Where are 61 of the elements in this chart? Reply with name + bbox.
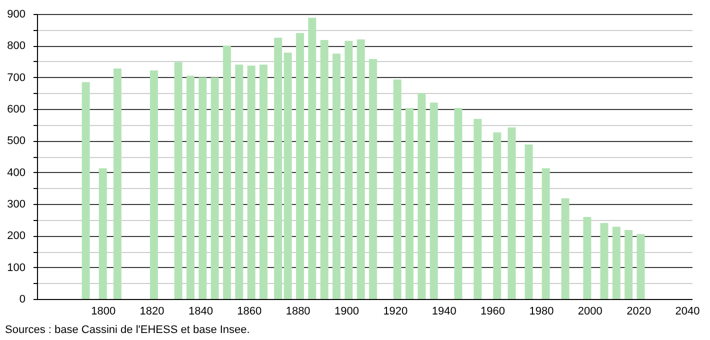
bar (524, 144, 533, 299)
x-tick-label: 1980 (529, 306, 554, 318)
bar (356, 39, 365, 299)
x-tick-label: 2020 (626, 306, 652, 318)
bar (82, 82, 90, 299)
bar (636, 234, 645, 299)
y-tick-label: 900 (7, 8, 26, 20)
x-tick-label: 1960 (480, 306, 506, 318)
y-tick-label: 800 (7, 40, 26, 52)
y-tick-label: 700 (7, 72, 26, 84)
x-tick-label: 1920 (383, 306, 408, 318)
bar (430, 102, 438, 299)
x-tick-label: 2040 (675, 306, 700, 318)
bar (406, 108, 414, 299)
bar (583, 216, 592, 299)
source-note: Sources : base Cassini de l'EHESS et base Insee. (5, 324, 250, 336)
bar (332, 54, 341, 299)
y-tick-label: 500 (7, 135, 26, 148)
y-tick-label: 600 (7, 104, 26, 116)
x-tick-label: 1880 (286, 306, 310, 318)
bar (174, 62, 182, 299)
bar (259, 64, 268, 299)
bar (418, 93, 426, 299)
bar (98, 168, 107, 299)
x-tick-label: 1940 (432, 306, 456, 318)
bar (186, 76, 194, 299)
y-tick-label: 200 (7, 230, 26, 242)
bar (561, 198, 570, 299)
bar (113, 68, 122, 299)
bar (308, 18, 316, 299)
bar (624, 230, 633, 299)
bar (284, 52, 292, 299)
bar (274, 38, 282, 299)
bar (393, 80, 402, 299)
bar (222, 46, 231, 299)
x-tick-label: 1820 (140, 306, 164, 318)
bar (542, 168, 550, 299)
y-tick-label: 300 (7, 198, 26, 210)
bar (474, 118, 482, 299)
y-tick-label: 0 (19, 294, 26, 306)
bar (600, 223, 608, 299)
x-tick-label: 1900 (334, 306, 359, 318)
bar (296, 33, 304, 299)
bar (150, 70, 158, 299)
bar (493, 132, 502, 299)
bar (369, 58, 378, 299)
x-tick-label: 1800 (91, 306, 116, 318)
y-tick-label: 400 (7, 166, 26, 179)
y-tick-label: 100 (7, 262, 26, 274)
bar (508, 127, 516, 299)
x-tick-label: 1840 (188, 306, 213, 318)
x-tick-label: 1860 (237, 306, 262, 318)
bar (344, 40, 353, 299)
bar (247, 66, 256, 299)
bar (235, 64, 244, 299)
bar (454, 108, 462, 299)
x-tick-label: 2000 (578, 306, 602, 318)
bar (612, 226, 620, 299)
bar (320, 40, 328, 299)
bar (210, 77, 219, 299)
bar (198, 77, 207, 299)
